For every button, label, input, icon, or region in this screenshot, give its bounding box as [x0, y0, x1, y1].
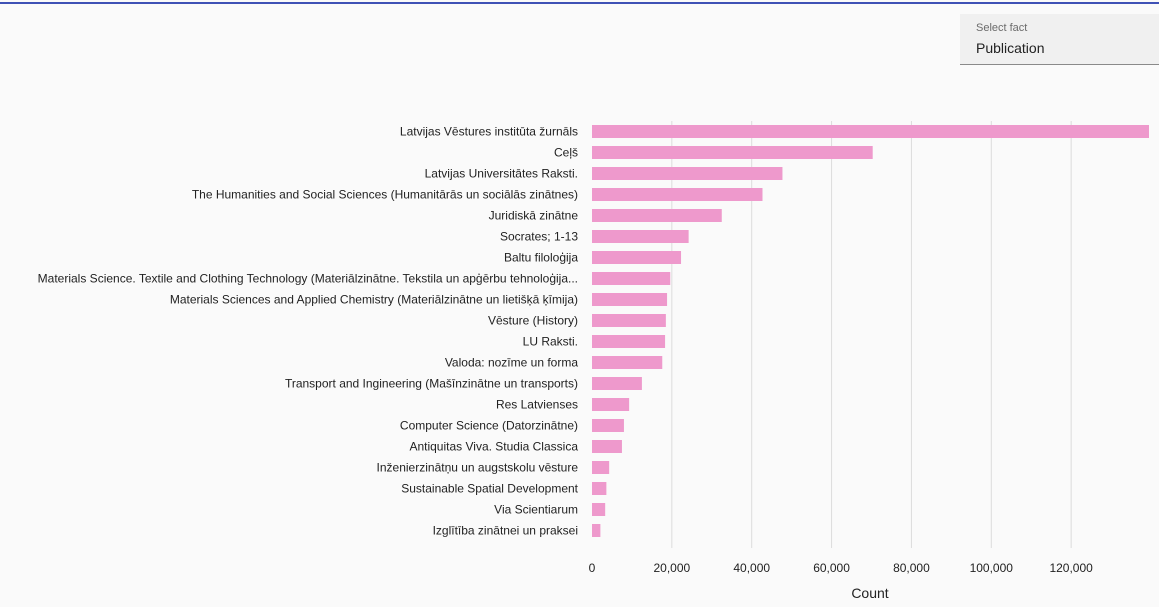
bar [592, 272, 671, 285]
category-label: Baltu filoloģija [504, 251, 578, 265]
category-label: Materials Science. Textile and Clothing … [38, 272, 578, 286]
x-tick-label: 120,000 [1049, 561, 1093, 575]
x-tick-label: 40,000 [733, 561, 770, 575]
bar [592, 440, 622, 453]
fact-select-label: Select fact [976, 22, 1028, 34]
category-label: Socrates; 1-13 [500, 230, 578, 244]
category-label: Izglītība zinātnei un praksei [433, 524, 578, 538]
category-label: Computer Science (Datorzinātne) [400, 419, 578, 433]
bar [592, 377, 642, 390]
x-tick-label: 0 [589, 561, 596, 575]
bar [592, 125, 1149, 138]
category-label: Sustainable Spatial Development [401, 482, 578, 496]
bar [592, 461, 610, 474]
bar [592, 251, 682, 264]
bar [592, 188, 763, 201]
category-label: Juridiskā zinātne [489, 209, 579, 223]
category-label: Ceļš [554, 146, 578, 160]
bar [592, 356, 663, 369]
category-label: Transport and Ingineering (Mašīnzinātne … [285, 377, 578, 391]
category-label: Antiquitas Viva. Studia Classica [409, 440, 578, 454]
top-accent-rule [0, 2, 1159, 4]
category-label: Latvijas Vēstures institūta žurnāls [400, 125, 578, 139]
bar [592, 209, 722, 222]
fact-select-dropdown[interactable]: Select fact Publication [960, 14, 1159, 65]
category-label: Inženierzinātņu un augstskolu vēsture [377, 461, 579, 475]
bar [592, 146, 873, 159]
category-label: Res Latvienses [496, 398, 578, 412]
bar [592, 335, 666, 348]
category-label: Via Scientiarum [494, 503, 578, 517]
fact-select-value: Publication [976, 40, 1045, 56]
bar [592, 524, 601, 537]
category-label: LU Raksti. [523, 335, 578, 349]
bar [592, 419, 624, 432]
bar [592, 230, 689, 243]
x-tick-label: 80,000 [893, 561, 930, 575]
bar [592, 398, 630, 411]
bar [592, 167, 783, 180]
bar [592, 503, 606, 516]
category-label: The Humanities and Social Sciences (Huma… [192, 188, 578, 202]
bar [592, 482, 607, 495]
bar [592, 314, 666, 327]
category-label: Vēsture (History) [488, 314, 578, 328]
category-label: Materials Sciences and Applied Chemistry… [170, 293, 578, 307]
category-label: Valoda: nozīme un forma [445, 356, 579, 370]
x-tick-label: 60,000 [813, 561, 850, 575]
x-axis-title: Count [851, 585, 888, 601]
bar [592, 293, 668, 306]
x-tick-label: 100,000 [970, 561, 1014, 575]
x-tick-label: 20,000 [654, 561, 691, 575]
category-label: Latvijas Universitātes Raksti. [425, 167, 578, 181]
